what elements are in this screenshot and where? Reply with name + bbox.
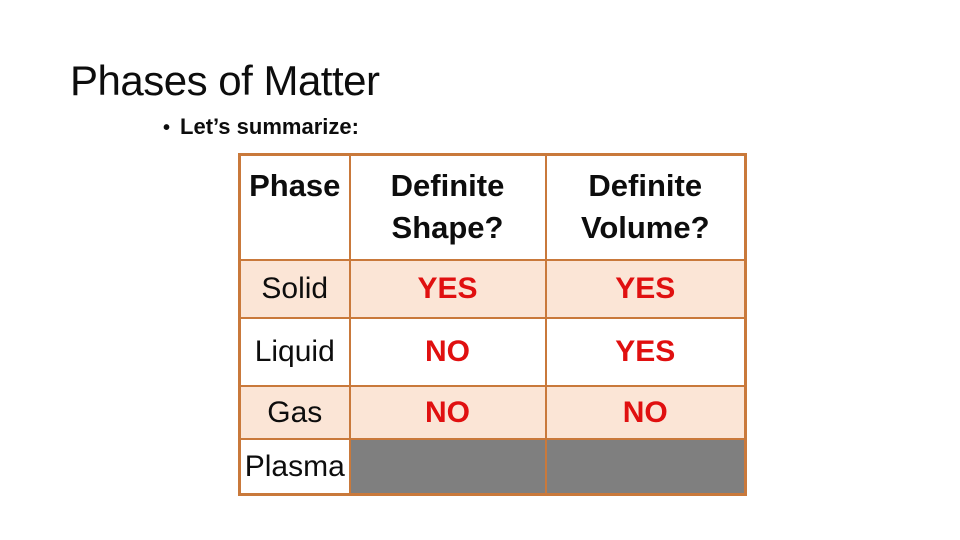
phase-label-plasma: Plasma bbox=[238, 438, 351, 496]
table-row-solid: Solid YES YES bbox=[238, 259, 747, 319]
header-cell-definite-shape: Definite Shape? bbox=[348, 153, 547, 261]
table-header-row: Phase Definite Shape? Definite Volume? bbox=[238, 153, 747, 261]
bullet-line: • Let’s summarize: bbox=[163, 114, 359, 140]
gas-definite-shape-value: NO bbox=[348, 385, 547, 440]
bullet-marker: • bbox=[163, 117, 171, 139]
solid-definite-shape-value: YES bbox=[348, 259, 547, 319]
gas-definite-volume-value: NO bbox=[544, 385, 747, 440]
phases-of-matter-table: Phase Definite Shape? Definite Volume? S… bbox=[238, 153, 747, 496]
solid-definite-volume-value: YES bbox=[544, 259, 747, 319]
table-row-gas: Gas NO NO bbox=[238, 385, 747, 440]
header-cell-phase: Phase bbox=[238, 153, 351, 261]
plasma-definite-shape-empty-cell bbox=[348, 438, 547, 496]
phase-label-gas: Gas bbox=[238, 385, 351, 440]
page-title: Phases of Matter bbox=[70, 57, 380, 104]
plasma-definite-volume-empty-cell bbox=[544, 438, 747, 496]
phase-label-solid: Solid bbox=[238, 259, 351, 319]
bullet-text: Let’s summarize: bbox=[180, 114, 359, 139]
phase-label-liquid: Liquid bbox=[238, 317, 351, 387]
liquid-definite-volume-value: YES bbox=[544, 317, 747, 387]
table-row-plasma: Plasma bbox=[238, 438, 747, 496]
table-row-liquid: Liquid NO YES bbox=[238, 317, 747, 387]
liquid-definite-shape-value: NO bbox=[348, 317, 547, 387]
header-cell-definite-volume: Definite Volume? bbox=[544, 153, 747, 261]
